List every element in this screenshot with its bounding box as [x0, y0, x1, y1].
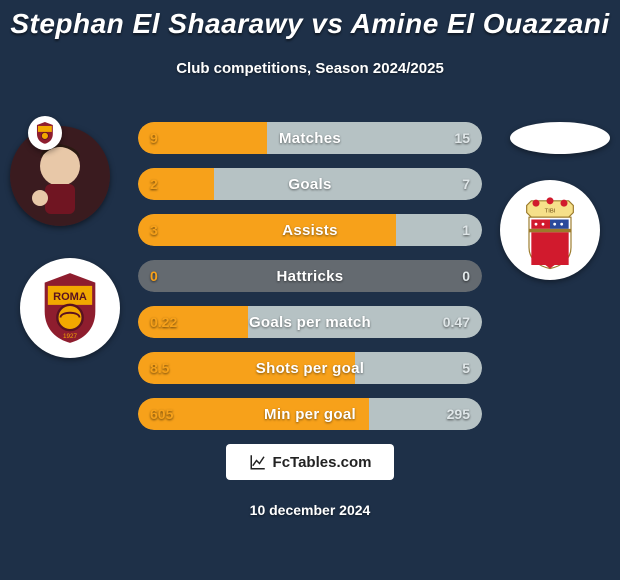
- right-club-badge-large: TIBI: [500, 180, 600, 280]
- left-club-badge-small: [28, 116, 62, 150]
- stat-row: Shots per goal8.5 5: [138, 352, 482, 384]
- stat-value-left: 0: [150, 260, 158, 292]
- stat-value-right: 295: [447, 398, 470, 430]
- right-player-avatar: [510, 122, 610, 154]
- stat-value-left: 605: [150, 398, 173, 430]
- stat-value-right: 15: [454, 122, 470, 154]
- stat-row: Matches9 15: [138, 122, 482, 154]
- svg-text:1927: 1927: [63, 333, 78, 340]
- page-title: Stephan El Shaarawy vs Amine El Ouazzani: [0, 8, 620, 40]
- stat-label: Shots per goal: [138, 352, 482, 384]
- date-label: 10 december 2024: [0, 502, 620, 518]
- shield-icon: ROMA 1927: [38, 270, 102, 346]
- stat-value-left: 3: [150, 214, 158, 246]
- shield-icon: [33, 121, 57, 145]
- stat-row: Goals2 7: [138, 168, 482, 200]
- stat-label: Assists: [138, 214, 482, 246]
- stat-label: Goals per match: [138, 306, 482, 338]
- stat-label: Goals: [138, 168, 482, 200]
- shield-icon: TIBI: [515, 189, 585, 271]
- svg-text:ROMA: ROMA: [53, 291, 87, 303]
- comparison-bars: Matches9 15 Goals2 7 Assists3 1 Hattricks0 0 Goa…: [138, 122, 482, 444]
- chart-icon: [249, 453, 267, 471]
- brand-label: FcTables.com: [273, 454, 372, 471]
- stat-value-right: 0: [462, 260, 470, 292]
- brand-badge: FcTables.com: [226, 444, 394, 480]
- comparison-card: Stephan El Shaarawy vs Amine El Ouazzani…: [0, 0, 620, 580]
- stat-row: Min per goal605 295: [138, 398, 482, 430]
- left-club-badge-large: ROMA 1927: [20, 258, 120, 358]
- stat-label: Min per goal: [138, 398, 482, 430]
- svg-text:TIBI: TIBI: [545, 209, 556, 215]
- stat-row: Hattricks0 0: [138, 260, 482, 292]
- stat-label: Matches: [138, 122, 482, 154]
- stat-row: Goals per match0.22 0.47: [138, 306, 482, 338]
- page-subtitle: Club competitions, Season 2024/2025: [0, 60, 620, 77]
- stat-value-left: 0.22: [150, 306, 177, 338]
- stat-value-left: 8.5: [150, 352, 169, 384]
- stat-value-right: 0.47: [443, 306, 470, 338]
- stat-value-left: 9: [150, 122, 158, 154]
- stat-label: Hattricks: [138, 260, 482, 292]
- stat-value-right: 7: [462, 168, 470, 200]
- stat-row: Assists3 1: [138, 214, 482, 246]
- stat-value-right: 5: [462, 352, 470, 384]
- stat-value-left: 2: [150, 168, 158, 200]
- stat-value-right: 1: [462, 214, 470, 246]
